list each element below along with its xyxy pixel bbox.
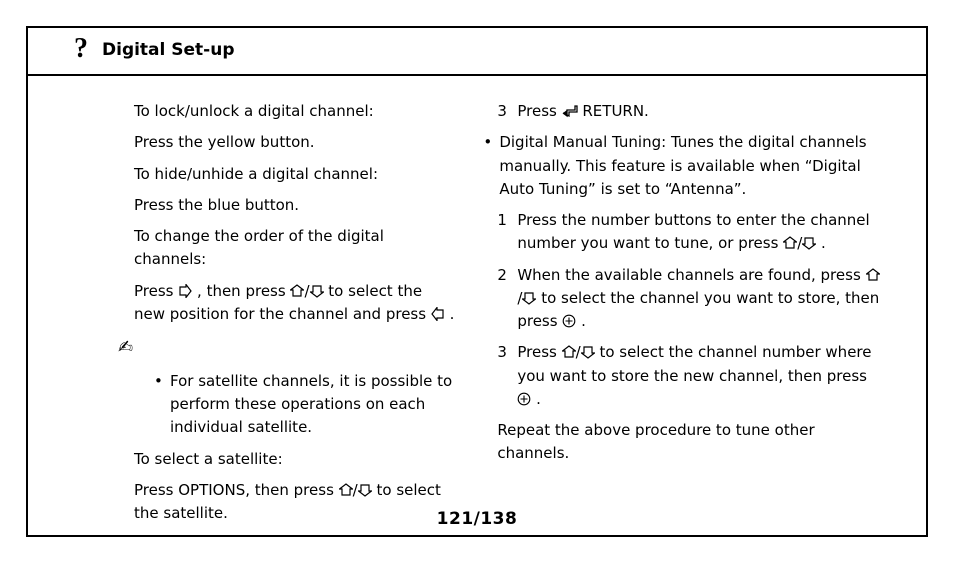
bullet-marker: • xyxy=(483,131,493,201)
bullet-marker: • xyxy=(154,370,164,440)
right-column: 3 Press RETURN. • Digital Manual Tuning:… xyxy=(483,100,882,483)
para: Press the blue button. xyxy=(72,194,455,217)
step-text: When the available channels are found, p… xyxy=(517,264,882,334)
pencil-note-icon: ✍ xyxy=(118,334,133,362)
return-icon xyxy=(562,104,578,118)
section-title: Digital Set-up xyxy=(102,40,235,60)
arrow-right-icon xyxy=(178,284,192,298)
left-column: To lock/unlock a digital channel: Press … xyxy=(72,100,455,483)
para: To select a satellite: xyxy=(72,448,455,471)
bullet-text: For satellite channels, it is possible t… xyxy=(170,370,455,440)
para: To change the order of the digital chann… xyxy=(72,225,455,272)
para: Press the yellow button. xyxy=(72,131,455,154)
arrow-up-icon xyxy=(562,345,576,359)
text: Press xyxy=(517,343,561,361)
step-item: 3 Press RETURN. xyxy=(483,100,882,123)
page-body: To lock/unlock a digital channel: Press … xyxy=(26,78,928,493)
step-number: 3 xyxy=(497,341,511,411)
step-number: 3 xyxy=(497,100,511,123)
text: . xyxy=(581,312,586,330)
arrow-left-icon xyxy=(431,307,445,321)
text: Press xyxy=(134,282,178,300)
bullet-text: Digital Manual Tuning: Tunes the digital… xyxy=(499,131,882,201)
text: Press OPTIONS, then press xyxy=(134,481,339,499)
para: Repeat the above procedure to tune other… xyxy=(483,419,882,466)
step-text: Press the number buttons to enter the ch… xyxy=(517,209,882,256)
text: When the available channels are found, p… xyxy=(517,266,865,284)
section-header: ? Digital Set-up xyxy=(26,26,928,76)
step-item: 1 Press the number buttons to enter the … xyxy=(483,209,882,256)
bullet-item: • Digital Manual Tuning: Tunes the digit… xyxy=(483,131,882,201)
text: RETURN. xyxy=(582,102,648,120)
text: . xyxy=(821,234,826,252)
arrow-down-icon xyxy=(802,236,816,250)
para: To lock/unlock a digital channel: xyxy=(72,100,455,123)
para: Press , then press / to select the new p… xyxy=(72,280,455,327)
arrow-down-icon xyxy=(581,345,595,359)
step-item: 2 When the available channels are found,… xyxy=(483,264,882,334)
arrow-down-icon xyxy=(358,483,372,497)
arrow-down-icon xyxy=(522,291,536,305)
step-item: 3 Press / to select the channel number w… xyxy=(483,341,882,411)
enter-plus-icon xyxy=(517,392,531,406)
question-mark-icon: ? xyxy=(74,35,88,63)
text: Press xyxy=(517,102,561,120)
text: , then press xyxy=(197,282,290,300)
text: . xyxy=(536,390,541,408)
step-text: Press RETURN. xyxy=(517,100,648,123)
step-number: 1 xyxy=(497,209,511,256)
arrow-down-icon xyxy=(310,284,324,298)
page-counter: 121/138 xyxy=(0,509,954,529)
text: Press the number buttons to enter the ch… xyxy=(517,211,869,252)
arrow-up-icon xyxy=(783,236,797,250)
arrow-up-icon xyxy=(290,284,304,298)
bullet-item: • For satellite channels, it is possible… xyxy=(72,370,455,440)
text: . xyxy=(450,305,455,323)
note-marker: ✍ xyxy=(72,334,455,362)
para: To hide/unhide a digital channel: xyxy=(72,163,455,186)
step-number: 2 xyxy=(497,264,511,334)
arrow-up-icon xyxy=(339,483,353,497)
arrow-up-icon xyxy=(866,268,880,282)
step-text: Press / to select the channel number whe… xyxy=(517,341,882,411)
enter-plus-icon xyxy=(562,314,576,328)
